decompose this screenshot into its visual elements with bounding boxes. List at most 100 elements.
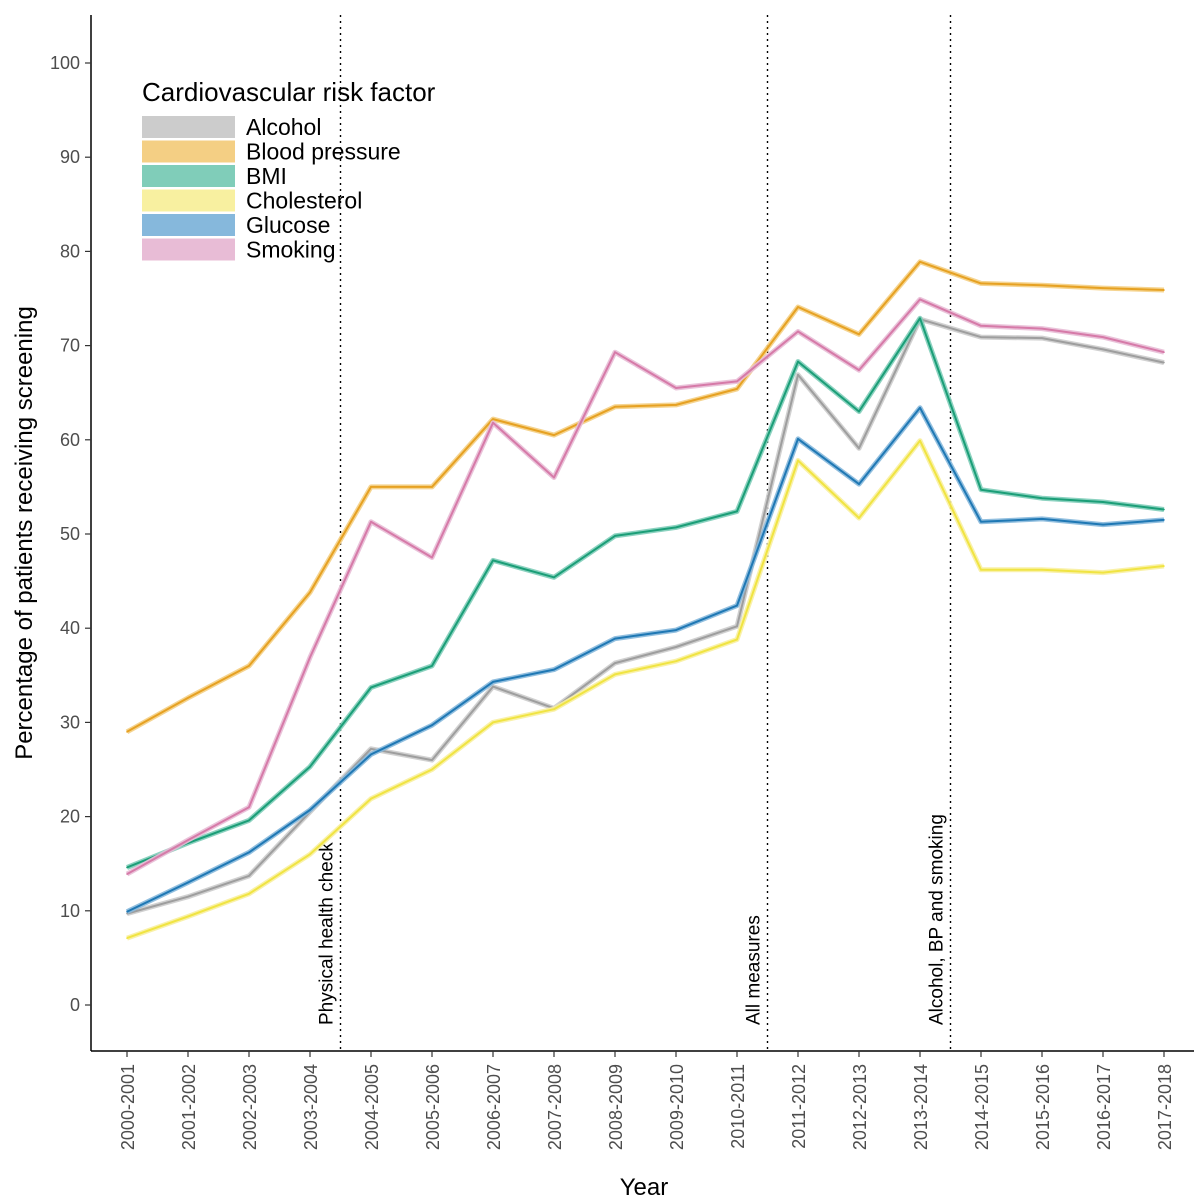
x-ticks: 2000-2001 2001-2002 2002-2003 2003-2004 2004… — [118, 1051, 1175, 1150]
data-point-bmi — [858, 411, 860, 413]
data-point-bmi — [126, 867, 128, 869]
data-point-glucose — [1163, 519, 1165, 521]
x-tick-label: 2002-2003 — [240, 1064, 260, 1150]
data-point-glucose — [980, 521, 982, 523]
series-band-blood-pressure — [127, 262, 1164, 732]
data-point-cholesterol — [187, 916, 189, 918]
data-point-glucose — [126, 911, 128, 913]
data-point-blood-pressure — [614, 406, 616, 408]
x-tick-label: 2010-2011 — [728, 1064, 748, 1149]
data-point-cholesterol — [309, 853, 311, 855]
legend-title: Cardiovascular risk factor — [142, 77, 436, 107]
data-point-blood-pressure — [126, 731, 128, 733]
data-point-alcohol — [187, 896, 189, 898]
legend-label-smoking: Smoking — [246, 237, 335, 263]
data-point-cholesterol — [370, 798, 372, 800]
data-point-cholesterol — [126, 937, 128, 939]
data-point-cholesterol — [614, 674, 616, 676]
data-point-alcohol — [1102, 349, 1104, 351]
data-point-cholesterol — [1102, 572, 1104, 574]
series-band-cholesterol — [127, 441, 1164, 938]
data-point-blood-pressure — [187, 697, 189, 699]
data-point-smoking — [675, 387, 677, 389]
data-point-blood-pressure — [919, 261, 921, 263]
data-point-alcohol — [248, 875, 250, 877]
data-point-smoking — [797, 331, 799, 333]
vline-label-1: Physical health check — [317, 842, 338, 1025]
data-point-blood-pressure — [675, 404, 677, 406]
vline-label-3: Alcohol, BP and smoking — [927, 814, 948, 1025]
series-band-bmi — [127, 318, 1164, 867]
data-point-bmi — [431, 665, 433, 667]
series-lines — [126, 261, 1165, 939]
data-point-smoking — [309, 657, 311, 659]
series-band-alcohol — [127, 319, 1164, 913]
legend-label-bmi: BMI — [246, 163, 287, 189]
data-point-cholesterol — [797, 460, 799, 462]
data-point-alcohol — [126, 913, 128, 915]
y-tick-label: 80 — [60, 241, 80, 261]
data-point-alcohol — [736, 626, 738, 628]
data-point-alcohol — [370, 748, 372, 750]
data-point-bmi — [1163, 509, 1165, 511]
series-line-blood-pressure — [127, 262, 1164, 732]
data-point-alcohol — [1163, 362, 1165, 364]
data-point-smoking — [1041, 328, 1043, 330]
x-tick-label: 2005-2006 — [423, 1064, 443, 1150]
data-point-glucose — [187, 882, 189, 884]
legend-swatch-bmi — [142, 165, 235, 187]
data-point-glucose — [1041, 518, 1043, 520]
data-point-smoking — [248, 806, 250, 808]
data-point-smoking — [980, 325, 982, 327]
data-point-cholesterol — [1041, 569, 1043, 571]
legend-label-cholesterol: Cholesterol — [246, 188, 362, 214]
data-point-bmi — [370, 687, 372, 689]
data-point-blood-pressure — [797, 306, 799, 308]
data-point-cholesterol — [919, 440, 921, 442]
data-point-glucose — [492, 681, 494, 683]
data-point-cholesterol — [431, 769, 433, 771]
data-point-blood-pressure — [431, 486, 433, 488]
x-tick-label: 2012-2013 — [850, 1064, 870, 1150]
data-point-blood-pressure — [248, 665, 250, 667]
x-tick-label: 2013-2014 — [911, 1064, 931, 1150]
data-point-smoking — [187, 839, 189, 841]
legend: Cardiovascular risk factor AlcoholBlood … — [142, 77, 436, 263]
data-point-smoking — [614, 351, 616, 353]
x-tick-label: 2015-2016 — [1033, 1064, 1053, 1150]
series-line-alcohol — [127, 319, 1164, 913]
data-point-glucose — [614, 638, 616, 640]
x-tick-label: 2009-2010 — [667, 1064, 687, 1150]
data-point-blood-pressure — [1041, 285, 1043, 287]
data-point-alcohol — [431, 759, 433, 761]
data-point-smoking — [736, 381, 738, 383]
data-point-blood-pressure — [1163, 289, 1165, 291]
data-point-blood-pressure — [1102, 287, 1104, 289]
data-point-glucose — [919, 407, 921, 409]
data-point-glucose — [431, 724, 433, 726]
data-point-cholesterol — [736, 639, 738, 641]
y-tick-label: 60 — [60, 430, 80, 450]
legend-swatch-alcohol — [142, 116, 235, 138]
y-tick-label: 90 — [60, 147, 80, 167]
data-point-alcohol — [675, 646, 677, 648]
data-point-cholesterol — [492, 722, 494, 724]
legend-swatch-cholesterol — [142, 190, 235, 212]
data-point-smoking — [553, 477, 555, 479]
x-tick-label: 2004-2005 — [362, 1064, 382, 1150]
data-point-blood-pressure — [553, 434, 555, 436]
series-line-cholesterol — [127, 441, 1164, 938]
data-point-cholesterol — [248, 893, 250, 895]
data-point-bmi — [980, 489, 982, 491]
data-point-cholesterol — [675, 660, 677, 662]
data-point-smoking — [1163, 351, 1165, 353]
legend-label-glucose: Glucose — [246, 212, 330, 238]
data-point-glucose — [248, 852, 250, 854]
x-axis-title: Year — [620, 1174, 669, 1199]
data-point-blood-pressure — [736, 388, 738, 390]
data-point-smoking — [492, 422, 494, 424]
y-tick-label: 50 — [60, 524, 80, 544]
data-point-glucose — [370, 754, 372, 756]
legend-swatch-glucose — [142, 214, 235, 236]
y-tick-label: 70 — [60, 336, 80, 356]
